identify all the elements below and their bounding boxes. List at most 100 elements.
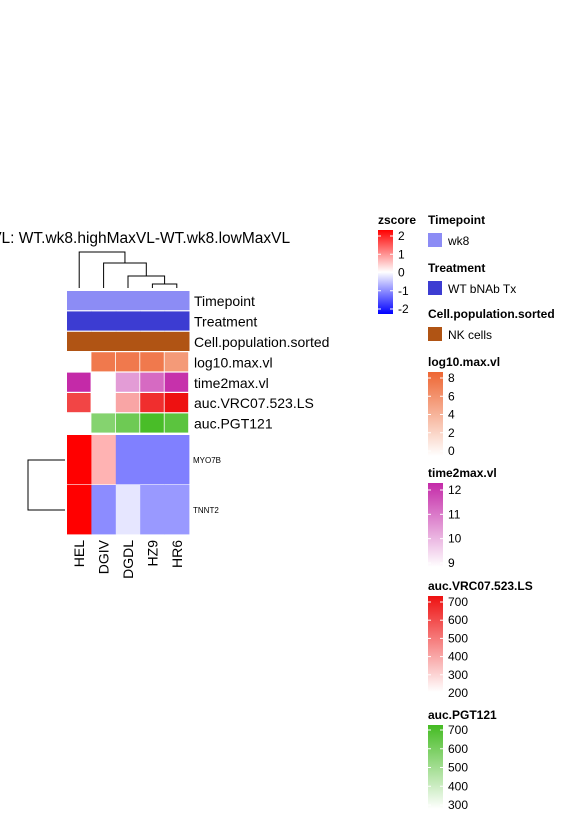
dendrogram-branch-hz9-hr6 — [152, 284, 176, 288]
annotation-label-cell-population-sorted: Cell.population.sorted — [194, 334, 329, 350]
heatmap-cell-myo7b-hel — [67, 435, 92, 484]
legend-log10-max-vl-tick-label: 2 — [448, 426, 455, 440]
legend-auc-vrc07-tick-label: 500 — [448, 631, 468, 645]
column-labels: HEL DGIV DGDL HZ9 HR6 — [71, 539, 185, 579]
annotation-cell-treatment-dgiv — [91, 311, 116, 330]
dendrogram-branch-dgdl — [128, 276, 165, 288]
annotation-cell-treatment-hr6 — [165, 311, 190, 330]
legend-zscore-tick-label: 2 — [398, 229, 405, 243]
legend-zscore-tick-label: 0 — [398, 266, 405, 280]
legend-time2max-vl-tick-label: 10 — [448, 532, 462, 546]
annotation-cell-auc-pgt121-hel — [67, 413, 91, 432]
legend-time2max-vl-tick-label: 11 — [448, 507, 461, 521]
heatmap-cell-tnnt2-hz9 — [140, 485, 165, 534]
column-label-dgdl: DGDL — [120, 540, 136, 579]
annotation-cell-auc-pgt121-dgdl — [116, 413, 140, 432]
legend-auc-pgt121-tick-label: 500 — [448, 761, 468, 775]
annotation-label-time2max-vl: time2max.vl — [194, 375, 269, 391]
legend-auc-vrc07-tick-label: 700 — [448, 595, 468, 609]
annotation-cell-timepoint-hz9 — [140, 291, 165, 310]
legend-time2max-vl-colorbar — [428, 483, 443, 567]
legend-auc-vrc07-title: auc.VRC07.523.LS — [428, 579, 533, 593]
legend-timepoint-swatch — [428, 233, 442, 247]
legend-log10-max-vl-tick-label: 0 — [448, 444, 455, 458]
legend-auc-vrc07-tick-label: 200 — [448, 686, 468, 700]
legend-treatment-item-label: WT bNAb Tx — [448, 282, 516, 296]
annotation-cell-cell-population-sorted-hz9 — [140, 332, 165, 351]
legend-treatment-swatch — [428, 281, 442, 295]
legend-timepoint-title: Timepoint — [428, 213, 485, 227]
heatmap-cell-myo7b-dgdl — [116, 435, 141, 484]
heatmap-cell-myo7b-hz9 — [140, 435, 165, 484]
annotation-cell-time2max-vl-hr6 — [165, 373, 189, 392]
annotation-cell-time2max-vl-hel — [67, 373, 91, 392]
row-label-myo7b: MYO7B — [193, 456, 221, 465]
legend-time2max-vl-tick-label: 12 — [448, 483, 462, 497]
annotation-cell-log10-max-vl-dgiv — [91, 352, 115, 371]
legend-zscore-tick-label: -2 — [398, 302, 409, 316]
heatmap-body — [67, 435, 189, 534]
annotation-cell-log10-max-vl-dgdl — [116, 352, 140, 371]
annotation-cell-timepoint-hel — [67, 291, 92, 310]
annotation-cell-auc-pgt121-hz9 — [140, 413, 164, 432]
annotation-cell-cell-population-sorted-hr6 — [165, 332, 190, 351]
annotation-label-log10-max-vl: log10.max.vl — [194, 354, 273, 370]
dendrogram-branch-myo7b-tnnt2 — [28, 460, 65, 510]
legend-log10-max-vl-title: log10.max.vl — [428, 355, 500, 369]
legend-auc-vrc07-colorbar — [428, 596, 443, 692]
heatmap-cell-myo7b-dgiv — [91, 435, 116, 484]
legend-auc-pgt121-tick-label: 600 — [448, 742, 468, 756]
legend-cell-population-swatch — [428, 327, 442, 341]
annotation-cell-treatment-dgdl — [116, 311, 141, 330]
legends: zscore 2 10 -1 -2 Timepoint wk8 Treatment WT bNA… — [378, 213, 555, 812]
legend-log10-max-vl-tick-label: 4 — [448, 408, 455, 422]
dendrogram-branch-hel — [79, 252, 125, 288]
legend-timepoint-item-label: wk8 — [447, 234, 470, 248]
legend-auc-vrc07-tick-label: 600 — [448, 613, 468, 627]
legend-time2max-vl-tick-label: 9 — [448, 556, 455, 570]
chart-title: maxVL: WT.wk8.highMaxVL-WT.wk8.lowMaxVL — [0, 230, 290, 247]
annotation-cell-auc-pgt121-dgiv — [91, 413, 115, 432]
row-labels: MYO7B TNNT2 — [193, 456, 221, 515]
annotation-cell-treatment-hz9 — [140, 311, 165, 330]
legend-log10-max-vl-tick-label: 6 — [448, 389, 455, 403]
annotation-label-timepoint: Timepoint — [194, 293, 255, 309]
legend-auc-pgt121-tick-label: 700 — [448, 723, 468, 737]
legend-auc-pgt121-title: auc.PGT121 — [428, 708, 497, 722]
annotation-cell-time2max-vl-dgiv — [91, 373, 115, 392]
column-label-hr6: HR6 — [169, 540, 185, 568]
annotation-cell-auc-vrc07-523-ls-dgiv — [91, 393, 115, 412]
annotation-cell-log10-max-vl-hel — [67, 352, 91, 371]
annotation-cell-cell-population-sorted-dgdl — [116, 332, 141, 351]
annotation-cell-timepoint-dgiv — [91, 291, 116, 310]
annotation-cell-timepoint-dgdl — [116, 291, 141, 310]
legend-auc-pgt121-tick-label: 300 — [448, 798, 468, 812]
annotation-cell-cell-population-sorted-hel — [67, 332, 92, 351]
legend-auc-vrc07-tick-label: 400 — [448, 650, 468, 664]
annotation-label-treatment: Treatment — [194, 314, 257, 330]
heatmap-cell-tnnt2-dgdl — [116, 485, 141, 534]
legend-auc-pgt121-tick-label: 400 — [448, 779, 468, 793]
column-dendrogram — [79, 252, 177, 288]
annotation-label-auc-vrc07-523-ls: auc.VRC07.523.LS — [194, 395, 314, 411]
heatmap-cell-tnnt2-hel — [67, 485, 92, 534]
annotation-cell-time2max-vl-hz9 — [140, 373, 164, 392]
annotation-label-auc-pgt121: auc.PGT121 — [194, 416, 273, 432]
column-label-hel: HEL — [71, 540, 87, 567]
annotation-cell-auc-vrc07-523-ls-dgdl — [116, 393, 140, 412]
heatmap-cell-tnnt2-hr6 — [165, 485, 190, 534]
annotation-labels: Timepoint Treatment Cell.population.sorted… — [194, 293, 329, 431]
annotation-cell-auc-vrc07-523-ls-hr6 — [165, 393, 189, 412]
legend-zscore-title: zscore — [378, 213, 416, 227]
annotation-cell-log10-max-vl-hr6 — [165, 352, 189, 371]
annotation-cell-log10-max-vl-hz9 — [140, 352, 164, 371]
column-label-hz9: HZ9 — [144, 540, 160, 567]
annotation-cell-cell-population-sorted-dgiv — [91, 332, 116, 351]
legend-zscore-tick-label: -1 — [398, 284, 409, 298]
legend-cell-population-title: Cell.population.sorted — [428, 307, 555, 321]
annotation-cell-time2max-vl-dgdl — [116, 373, 140, 392]
annotation-cell-auc-pgt121-hr6 — [165, 413, 189, 432]
legend-time2max-vl-title: time2max.vl — [428, 466, 497, 480]
legend-treatment-title: Treatment — [428, 261, 485, 275]
legend-cell-population-item-label: NK cells — [448, 328, 492, 342]
